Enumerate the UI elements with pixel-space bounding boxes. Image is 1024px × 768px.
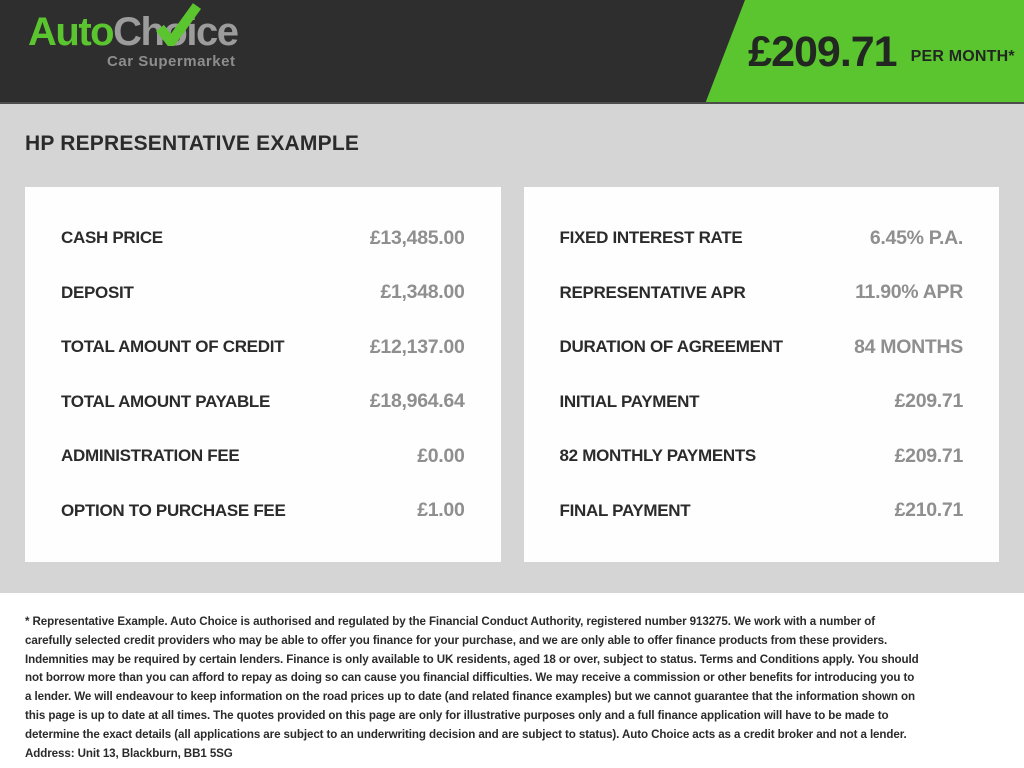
row-label: TOTAL AMOUNT PAYABLE	[61, 391, 271, 411]
row-label: DURATION OF AGREEMENT	[559, 337, 784, 357]
row-label: FINAL PAYMENT	[559, 500, 691, 520]
row-final-payment: FINAL PAYMENT £210.71	[560, 484, 964, 538]
row-value: £209.71	[894, 390, 964, 413]
row-cash-price: CASH PRICE £13,485.00	[61, 211, 465, 265]
row-total-amount-payable: TOTAL AMOUNT PAYABLE £18,964.64	[61, 375, 465, 429]
row-value: 6.45% P.A.	[869, 226, 963, 249]
row-value: 11.90% APR	[855, 281, 963, 304]
row-fixed-interest-rate: FIXED INTEREST RATE 6.45% P.A.	[560, 211, 964, 265]
row-option-to-purchase-fee: OPTION TO PURCHASE FEE £1.00	[61, 484, 465, 538]
logo-tagline: Car Supermarket	[107, 53, 236, 70]
page-title: HP REPRESENTATIVE EXAMPLE	[25, 132, 360, 155]
row-label: DEPOSIT	[61, 282, 134, 302]
row-label: OPTION TO PURCHASE FEE	[61, 500, 286, 520]
disclaimer-text: * Representative Example. Auto Choice is…	[25, 615, 919, 760]
row-label: FIXED INTEREST RATE	[559, 228, 743, 247]
row-value: £1.00	[417, 499, 465, 522]
row-monthly-payments: 82 MONTHLY PAYMENTS £209.71	[560, 429, 964, 483]
row-value: £18,964.64	[369, 390, 465, 413]
row-value: £13,485.00	[369, 226, 465, 249]
row-value: £0.00	[417, 444, 465, 467]
row-value: £1,348.00	[380, 281, 465, 304]
row-value: 84 MONTHS	[854, 335, 963, 358]
row-value: £209.71	[894, 444, 964, 467]
row-label: ADMINISTRATION FEE	[61, 446, 240, 466]
row-label: INITIAL PAYMENT	[559, 391, 700, 411]
checkmark-icon	[156, 3, 202, 46]
autochoice-logo: AutoChoice Car Supermarket	[28, 3, 239, 70]
finance-example-section: HP REPRESENTATIVE EXAMPLE CASH PRICE £13…	[0, 104, 1024, 593]
finance-card-terms: FIXED INTEREST RATE 6.45% P.A. REPRESENT…	[523, 187, 999, 562]
row-duration-of-agreement: DURATION OF AGREEMENT 84 MONTHS	[560, 320, 964, 374]
row-deposit: DEPOSIT £1,348.00	[61, 266, 465, 320]
row-value: £12,137.00	[369, 335, 465, 358]
row-value: £210.71	[894, 499, 964, 522]
row-label: CASH PRICE	[61, 228, 163, 247]
monthly-price-amount: £209.71	[748, 27, 897, 76]
finance-cards: CASH PRICE £13,485.00 DEPOSIT £1,348.00 …	[25, 187, 999, 562]
row-label: TOTAL AMOUNT OF CREDIT	[61, 337, 285, 357]
footer-disclaimer-section: * Representative Example. Auto Choice is…	[0, 593, 1024, 766]
row-representative-apr: REPRESENTATIVE APR 11.90% APR	[560, 266, 964, 320]
monthly-price-period: PER MONTH*	[910, 48, 1015, 65]
monthly-price-banner: £209.71 PER MONTH*	[705, 0, 1024, 102]
row-label: 82 MONTHLY PAYMENTS	[559, 446, 757, 466]
row-total-amount-of-credit: TOTAL AMOUNT OF CREDIT £12,137.00	[61, 320, 465, 374]
row-administration-fee: ADMINISTRATION FEE £0.00	[61, 429, 465, 483]
row-initial-payment: INITIAL PAYMENT £209.71	[560, 375, 964, 429]
logo-text-auto: Auto	[28, 10, 115, 54]
logo-wordmark: AutoChoice	[28, 3, 239, 54]
finance-card-amounts: CASH PRICE £13,485.00 DEPOSIT £1,348.00 …	[25, 187, 501, 562]
row-label: REPRESENTATIVE APR	[559, 282, 746, 302]
header-bar: AutoChoice Car Supermarket £209.71 PER M…	[0, 0, 1024, 104]
